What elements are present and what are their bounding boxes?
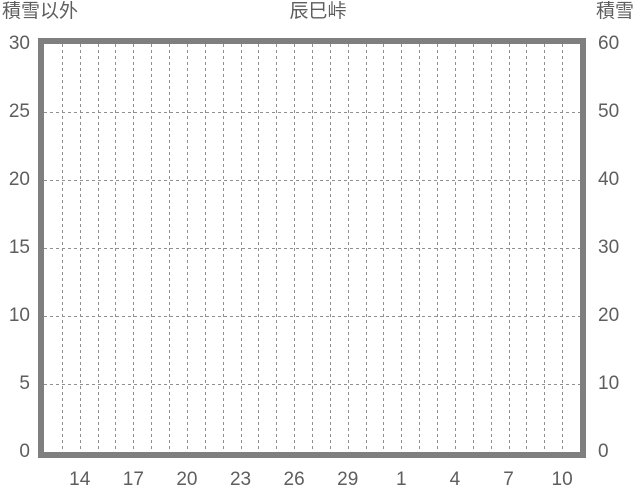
right-axis-tick-label: 40 [598, 169, 620, 190]
left-axis-tick-label: 30 [8, 33, 30, 54]
right-axis-tick-label: 0 [598, 441, 609, 462]
x-axis-tick-label: 17 [122, 469, 144, 490]
right-axis-title: 積雪 [595, 1, 634, 22]
left-axis-tick-label: 15 [8, 237, 30, 258]
plot-inner [44, 44, 580, 452]
right-axis-tick-label: 10 [598, 373, 620, 394]
left-axis-tick-label: 25 [8, 101, 30, 122]
x-axis-tick-label: 14 [69, 469, 91, 490]
left-axis-title: 積雪以外 [2, 1, 79, 22]
left-axis-tick-label: 20 [8, 169, 30, 190]
right-axis-tick-label: 60 [598, 33, 620, 54]
right-axis-tick-label: 30 [598, 237, 620, 258]
x-axis-tick-label: 10 [551, 469, 573, 490]
grid-lines [44, 44, 580, 452]
x-axis-tick-label: 7 [503, 469, 514, 490]
left-axis-tick-label: 0 [19, 441, 30, 462]
x-axis-tick-label: 23 [229, 469, 252, 490]
chart-title: 辰巳峠 [289, 1, 347, 22]
x-axis-tick-label: 4 [449, 469, 461, 490]
data-series-layer [44, 44, 580, 452]
left-axis-tick-label: 10 [8, 305, 30, 326]
x-axis-tick-label: 20 [176, 469, 198, 490]
right-axis-tick-label: 20 [598, 305, 620, 326]
x-axis-tick-label: 29 [337, 469, 359, 490]
x-axis-tick-label: 1 [396, 469, 407, 490]
right-axis-tick-label: 50 [598, 101, 620, 122]
left-axis-tick-label: 5 [19, 373, 30, 394]
x-axis-tick-label: 26 [283, 469, 305, 490]
plot-area [38, 38, 586, 458]
